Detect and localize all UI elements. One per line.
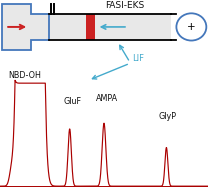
Text: GlyP: GlyP (158, 112, 176, 121)
Polygon shape (86, 14, 95, 40)
Text: AMPA: AMPA (96, 94, 118, 103)
Text: LIF: LIF (132, 54, 144, 63)
Text: FASI-EKS: FASI-EKS (105, 1, 144, 10)
Text: GluF: GluF (63, 97, 82, 106)
Text: NBD-OH: NBD-OH (8, 71, 41, 80)
Polygon shape (49, 14, 171, 40)
Text: +: + (187, 22, 196, 32)
Polygon shape (2, 4, 49, 50)
Circle shape (176, 13, 206, 41)
